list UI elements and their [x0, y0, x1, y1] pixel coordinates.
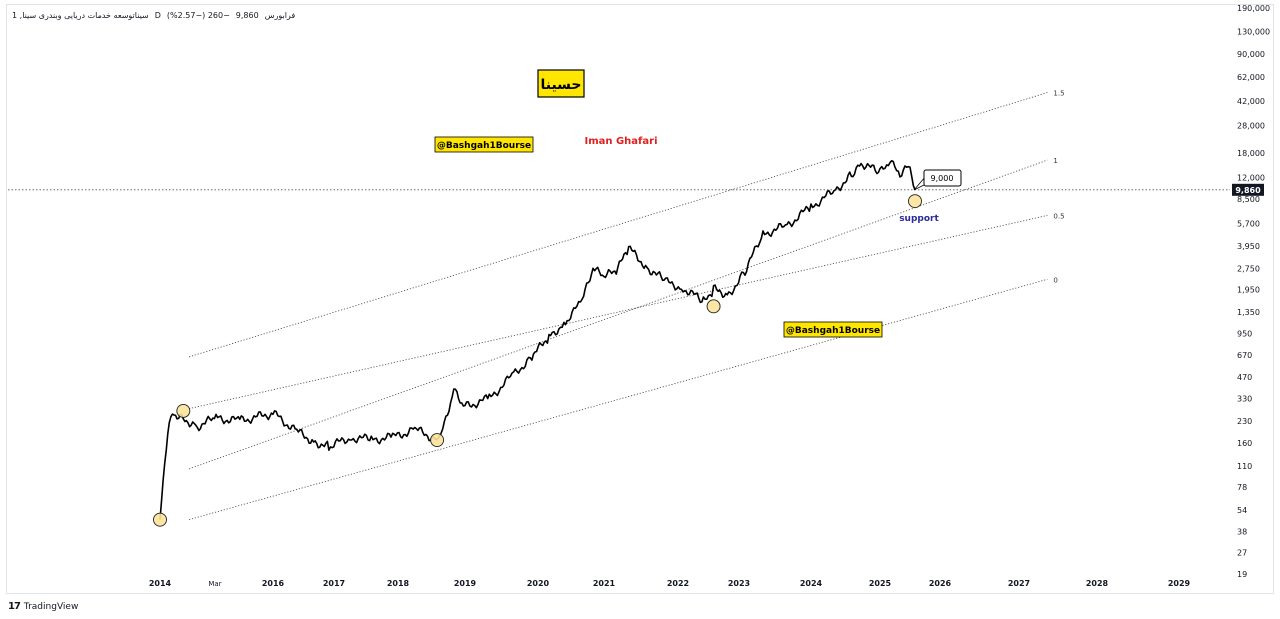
- x-tick-label: 2018: [387, 579, 410, 588]
- symbol-header: 1 ,سیناتوسعه خدمات دریایی وبندری سینا D فر…: [12, 11, 301, 20]
- x-tick-label: 2021: [593, 579, 616, 588]
- channel-line: [188, 278, 1048, 521]
- y-tick-label: 42,000: [1237, 97, 1265, 106]
- y-tick-label: 470: [1237, 373, 1252, 382]
- x-tick-label: 2022: [667, 579, 689, 588]
- y-tick-label: 62,000: [1237, 73, 1265, 82]
- channel-badge-top-label: @Bashgah1Bourse: [437, 141, 531, 151]
- title-badge-label: حسینا: [540, 77, 581, 93]
- title-badge: [537, 69, 585, 98]
- last-price-badge-label: 9,860: [1235, 186, 1261, 195]
- price-line: [159, 159, 916, 520]
- channel-line: [188, 159, 1048, 470]
- channel-badge-bottom: [783, 321, 883, 338]
- y-tick-label: 5,700: [1237, 219, 1260, 228]
- y-tick-label: 190,000: [1237, 4, 1270, 13]
- channel-badge-bottom-label: @Bashgah1Bourse: [786, 326, 880, 336]
- y-tick-label: 330: [1237, 395, 1252, 404]
- last-price-badge: [1232, 183, 1264, 196]
- tradingview-mark-icon: 17: [8, 601, 21, 612]
- x-tick-label: 2029: [1168, 579, 1191, 588]
- x-tick-label: 2025: [869, 579, 892, 588]
- channel-line-label: 0.5: [1053, 212, 1064, 220]
- y-tick-label: 670: [1237, 351, 1252, 360]
- y-tick-label: 38: [1237, 527, 1247, 536]
- y-tick-label: 1,950: [1237, 285, 1260, 294]
- pivot-marker: [153, 512, 167, 527]
- x-tick-label: 2027: [1008, 579, 1030, 588]
- channel-line: [188, 92, 1048, 358]
- support-label: support: [899, 214, 939, 224]
- y-tick-label: 130,000: [1237, 27, 1270, 36]
- x-tick-label: 2026: [929, 579, 952, 588]
- pivot-marker: [176, 403, 191, 418]
- market-label: فرابورس: [264, 11, 296, 20]
- y-tick-label: 28,000: [1237, 122, 1265, 131]
- channel-line-label: 0: [1053, 276, 1057, 284]
- y-tick-label: 110: [1237, 462, 1252, 471]
- x-tick-label: 2017: [323, 579, 345, 588]
- y-tick-label: 12,000: [1237, 174, 1265, 183]
- x-tick-label: 2023: [728, 579, 750, 588]
- tradingview-logo[interactable]: 17 TradingView: [8, 601, 78, 612]
- y-tick-label: 27: [1237, 548, 1247, 557]
- channel-line: [188, 215, 1048, 410]
- y-tick-label: 160: [1237, 439, 1252, 448]
- pivot-marker: [908, 194, 922, 209]
- x-tick-label: 2014: [149, 579, 172, 588]
- x-tick-label: Mar: [208, 580, 221, 588]
- y-tick-label: 950: [1237, 330, 1252, 339]
- channel-badge-top: [434, 136, 534, 153]
- y-tick-label: 54: [1237, 506, 1247, 515]
- y-tick-label: 78: [1237, 483, 1247, 492]
- pivot-marker: [706, 299, 721, 314]
- tradingview-label: TradingView: [23, 601, 79, 612]
- author-label: Iman Ghafari: [584, 136, 657, 147]
- y-tick-label: 3,950: [1237, 242, 1260, 251]
- last-price: 9,860: [235, 11, 259, 20]
- y-tick-label: 18,000: [1237, 149, 1265, 158]
- y-tick-label: 2,750: [1237, 264, 1260, 273]
- target-callout: [923, 169, 962, 187]
- x-tick-label: 2028: [1086, 579, 1109, 588]
- channel-line-label: 1: [1053, 157, 1057, 165]
- pivot-marker: [430, 433, 445, 448]
- y-tick-label: 1,350: [1237, 308, 1260, 317]
- x-tick-label: 2019: [454, 579, 477, 588]
- y-tick-label: 19: [1237, 570, 1247, 579]
- x-tick-label: 2024: [800, 579, 823, 588]
- target-callout-label: 9,000: [931, 174, 954, 183]
- symbol-name[interactable]: 1 ,سیناتوسعه خدمات دریایی وبندری سینا: [12, 11, 149, 20]
- y-tick-label: 90,000: [1237, 50, 1265, 59]
- x-tick-label: 2020: [527, 579, 550, 588]
- y-tick-label: 230: [1237, 417, 1252, 426]
- channel-line-label: 1.5: [1053, 90, 1064, 98]
- period-label[interactable]: D: [154, 11, 161, 20]
- x-tick-label: 2016: [262, 579, 285, 588]
- y-tick-label: 8,500: [1237, 195, 1260, 204]
- price-change: −260 (−2.57%): [166, 11, 230, 20]
